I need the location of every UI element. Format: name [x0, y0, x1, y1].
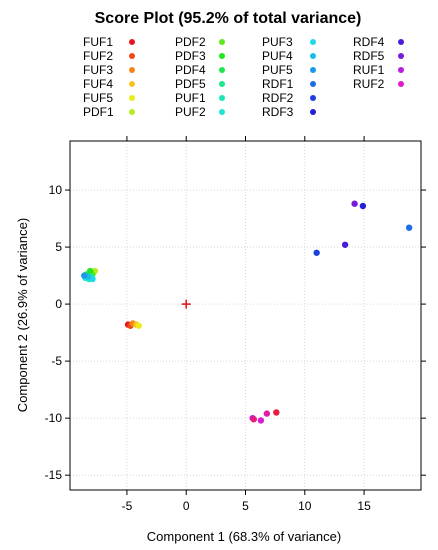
legend-marker-rdf4 — [398, 39, 404, 45]
legend-label-ruf2: RUF2 — [353, 77, 385, 91]
legend-marker-rdf2 — [310, 95, 316, 101]
legend-label-pdf2: PDF2 — [175, 35, 206, 49]
legend-label-puf5: PUF5 — [262, 63, 293, 77]
x-tick-label-2: 5 — [242, 499, 249, 513]
point-rdf1 — [405, 224, 413, 231]
legend-marker-puf4 — [310, 53, 316, 59]
legend-label-puf1: PUF1 — [175, 91, 206, 105]
point-fuf5 — [135, 322, 142, 329]
legend-marker-pdf3 — [219, 53, 225, 59]
legend-marker-fuf1 — [129, 39, 135, 45]
legend-label-pdf5: PDF5 — [175, 77, 206, 91]
legend-marker-ruf2 — [398, 81, 404, 87]
legend-marker-rdf1 — [310, 81, 316, 87]
point-ruf2 — [257, 417, 265, 424]
y-tick-label-0: -15 — [45, 468, 63, 482]
legend-label-pdf3: PDF3 — [175, 49, 206, 63]
point-rdf2 — [313, 249, 320, 256]
legend-label-fuf3: FUF3 — [83, 63, 113, 77]
legend-marker-pdf4 — [219, 67, 225, 73]
gridlines — [70, 141, 421, 490]
y-tick-label-4: 5 — [55, 240, 62, 254]
point-ruf4 — [250, 416, 258, 423]
x-axis-label: Component 1 (68.3% of variance) — [147, 529, 341, 544]
legend-marker-fuf5 — [129, 95, 135, 101]
legend-label-fuf1: FUF1 — [83, 35, 113, 49]
axis-ticks: -5 0 5 10 15 -15 -10 -5 0 5 10 — [45, 136, 426, 513]
legend-label-rdf2: RDF2 — [262, 91, 294, 105]
y-tick-label-5: 10 — [49, 183, 63, 197]
legend-marker-puf5 — [310, 67, 316, 73]
point-ruf5 — [273, 409, 280, 416]
legend-label-puf4: PUF4 — [262, 49, 293, 63]
point-puf3 — [89, 275, 96, 283]
point-rdf5 — [351, 200, 358, 207]
legend-label-pdf1: PDF1 — [83, 105, 114, 119]
legend-marker-fuf4 — [129, 81, 135, 87]
point-puf5 — [81, 272, 88, 279]
legend-label-fuf5: FUF5 — [83, 91, 113, 105]
legend-marker-rdf5 — [398, 53, 404, 59]
legend-label-puf2: PUF2 — [175, 105, 206, 119]
y-tick-label-3: 0 — [55, 297, 62, 311]
y-tick-label-2: -5 — [51, 354, 62, 368]
chart-title: Score Plot (95.2% of total variance) — [95, 10, 362, 27]
x-tick-label-1: 0 — [183, 499, 190, 513]
x-tick-label-4: 15 — [357, 499, 371, 513]
y-tick-label-1: -10 — [45, 411, 63, 425]
legend-label-fuf4: FUF4 — [83, 77, 113, 91]
legend-label-rdf4: RDF4 — [353, 35, 385, 49]
point-rdf3 — [359, 202, 367, 210]
legend-marker-fuf3 — [129, 67, 135, 73]
legend-marker-puf2 — [219, 109, 225, 115]
legend-label-rdf5: RDF5 — [353, 49, 385, 63]
legend-label-ruf1: RUF1 — [353, 63, 385, 77]
origin-marker — [181, 299, 191, 309]
legend-marker-puf3 — [310, 39, 316, 45]
legend-label-fuf2: FUF2 — [83, 49, 113, 63]
data-points — [81, 200, 413, 424]
legend-label-rdf3: RDF3 — [262, 105, 294, 119]
legend-label-pdf4: PDF4 — [175, 63, 206, 77]
x-tick-label-3: 10 — [298, 499, 312, 513]
point-ruf3 — [263, 410, 271, 417]
y-axis-label: Component 2 (26.9% of variance) — [15, 218, 30, 412]
legend-marker-pdf2 — [219, 39, 225, 45]
legend-label-rdf1: RDF1 — [262, 77, 294, 91]
legend-marker-pdf5 — [219, 81, 225, 87]
legend-marker-fuf2 — [129, 53, 135, 59]
legend-marker-puf1 — [219, 95, 225, 101]
legend-marker-rdf3 — [310, 109, 316, 115]
point-rdf4 — [341, 241, 349, 248]
x-tick-label-0: -5 — [122, 499, 133, 513]
legend-marker-ruf1 — [398, 67, 404, 73]
legend-marker-pdf1 — [129, 109, 135, 115]
legend-label-puf3: PUF3 — [262, 35, 293, 49]
